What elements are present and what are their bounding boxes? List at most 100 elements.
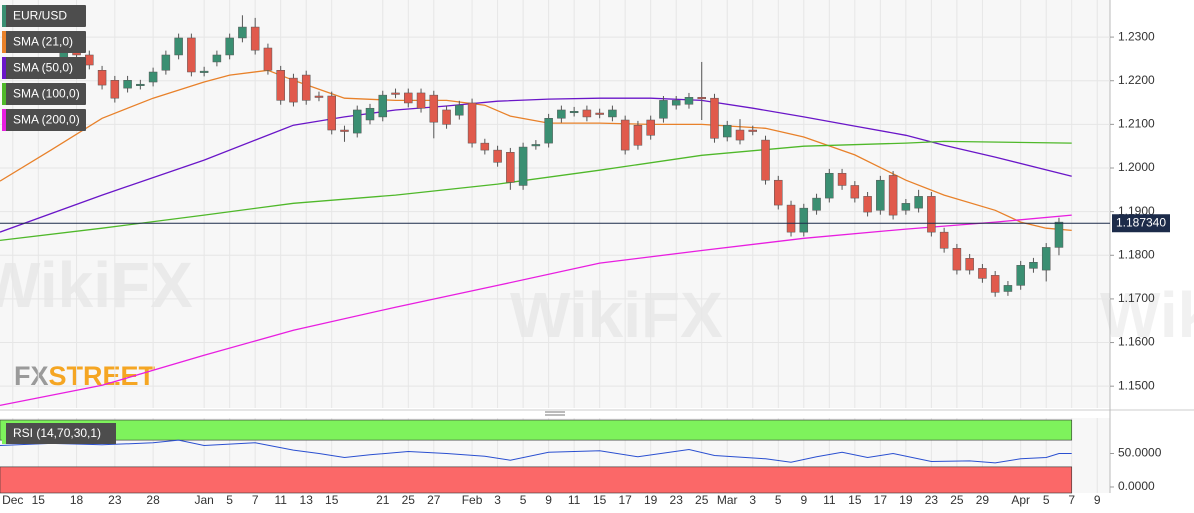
- watermark: WikiFX: [510, 279, 723, 351]
- x-tick-label: 15: [325, 493, 339, 507]
- candle-body: [276, 70, 285, 101]
- candle-body: [888, 175, 898, 216]
- x-tick-label: 15: [32, 493, 46, 507]
- x-tick-label: 17: [618, 493, 632, 507]
- legend-swatch: [2, 109, 6, 131]
- candle-body: [671, 100, 681, 106]
- x-tick-label: 5: [1043, 493, 1050, 507]
- candle-body: [301, 74, 311, 101]
- x-tick-label: Dec: [2, 493, 23, 507]
- candle-body: [608, 109, 617, 118]
- x-tick-label: 3: [749, 493, 756, 507]
- x-tick-label: Apr: [1011, 493, 1030, 507]
- legend-box: [2, 423, 116, 444]
- sma-line: [0, 140, 1072, 242]
- candle-body: [761, 139, 770, 181]
- candle-body: [1054, 221, 1064, 248]
- legend-label: SMA (100,0): [13, 87, 80, 101]
- candle-body: [978, 268, 987, 279]
- x-tick-label: 9: [545, 493, 552, 507]
- x-tick-label: 7: [252, 493, 259, 507]
- legend-box: [2, 5, 86, 27]
- x-tick-label: 23: [925, 493, 939, 507]
- x-tick-label: Feb: [462, 493, 483, 507]
- watermarks: WikiFX WikiFX WikiFX: [0, 249, 1194, 351]
- x-tick-label: 7: [1068, 493, 1075, 507]
- legend-box: [2, 83, 86, 105]
- candle-body: [722, 124, 732, 138]
- x-tick-label: 28: [146, 493, 160, 507]
- legend-label: EUR/USD: [13, 9, 67, 23]
- candle-body: [352, 109, 362, 134]
- candle-body: [646, 119, 655, 136]
- candle-body: [263, 47, 273, 71]
- x-tick-label: 15: [593, 493, 607, 507]
- candle-body: [187, 37, 196, 73]
- sma-line: [0, 97, 1072, 233]
- oversold-band: [0, 466, 1073, 494]
- x-tick-label: 17: [874, 493, 888, 507]
- x-tick-label: 9: [1094, 493, 1101, 507]
- candle-body: [990, 275, 1000, 293]
- sma-line: [0, 69, 1072, 232]
- candle-body: [901, 203, 911, 211]
- candle-body: [927, 196, 936, 233]
- y-tick-label: 1.2200: [1118, 73, 1155, 87]
- candle-body: [812, 197, 821, 211]
- x-tick-label: 9: [800, 493, 807, 507]
- candle-body: [697, 97, 706, 100]
- candle-body: [735, 129, 745, 141]
- x-tick-label: 19: [644, 493, 658, 507]
- candle-body: [161, 54, 171, 71]
- candle-body: [620, 119, 630, 151]
- legend-box: [2, 109, 86, 131]
- candle-body: [786, 204, 796, 233]
- candle-body: [365, 107, 375, 121]
- candle-body: [212, 54, 222, 63]
- candle-body: [110, 80, 120, 99]
- legend-swatch: [2, 423, 6, 444]
- candle-body: [518, 146, 528, 186]
- y-tick-label: 1.1800: [1118, 247, 1155, 261]
- x-tick-label: 3: [494, 493, 501, 507]
- candle-body: [1016, 265, 1025, 286]
- candle-body: [557, 109, 566, 119]
- x-tick-label: Mar: [717, 493, 738, 507]
- x-tick-label: 13: [300, 493, 314, 507]
- candle-body: [684, 97, 694, 105]
- x-tick-label: 25: [402, 493, 416, 507]
- legend-swatch: [2, 83, 6, 105]
- candle-body: [238, 26, 247, 39]
- y-tick-label: 1.2300: [1118, 29, 1155, 43]
- x-tick-label: 23: [670, 493, 684, 507]
- x-tick-label: 25: [950, 493, 964, 507]
- candle-body: [965, 258, 974, 271]
- overbought-band: [0, 419, 1073, 441]
- x-tick-label: 5: [520, 493, 527, 507]
- y-tick-label: 1.1500: [1118, 378, 1155, 392]
- legend-label: SMA (21,0): [13, 35, 73, 49]
- candle-body: [582, 109, 592, 118]
- legend-swatch: [2, 31, 6, 53]
- candle-body: [429, 94, 439, 123]
- x-tick-label: 23: [108, 493, 122, 507]
- main-pane: [0, 0, 1110, 408]
- legend-box: [2, 31, 86, 53]
- x-tick-label: 21: [376, 493, 390, 507]
- candle-body: [914, 196, 923, 209]
- candle-body: [939, 231, 949, 249]
- legend-label: RSI (14,70,30,1): [13, 426, 101, 440]
- x-tick-label: 29: [976, 493, 990, 507]
- candle-body: [710, 97, 719, 139]
- x-tick-label: 19: [899, 493, 913, 507]
- candle-body: [633, 124, 643, 146]
- candle-body: [314, 95, 324, 98]
- candle-body: [455, 104, 464, 116]
- candle-body: [1041, 247, 1051, 271]
- candle-body: [595, 112, 604, 115]
- candle-body: [1003, 285, 1013, 292]
- legend-swatch: [2, 57, 6, 79]
- candle-body: [442, 109, 451, 125]
- y-tick-label: 1.2100: [1118, 117, 1155, 131]
